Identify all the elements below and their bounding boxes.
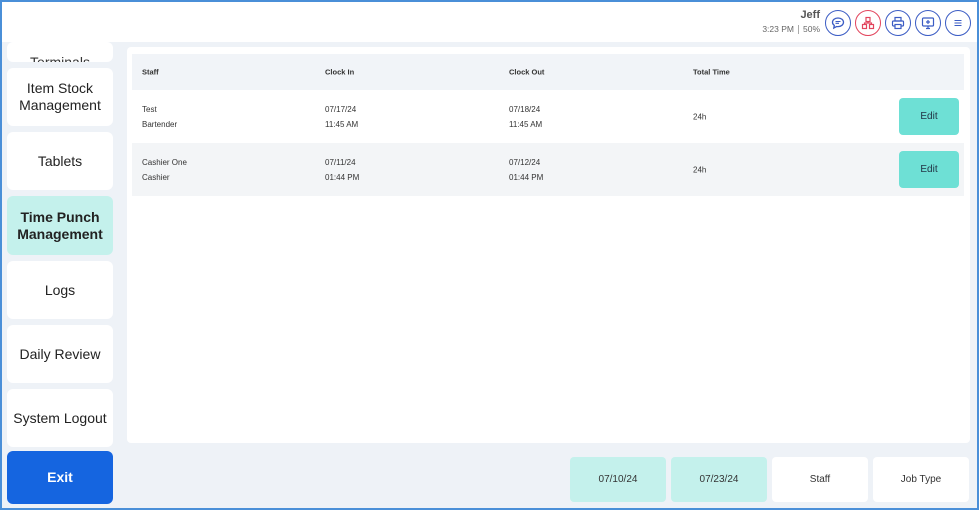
sidebar-item-label: Daily Review: [19, 345, 101, 362]
edit-button[interactable]: Edit: [899, 151, 959, 188]
clock-in-time: 11:45 AM: [325, 119, 359, 129]
sidebar-item-daily-review[interactable]: Daily Review: [7, 325, 113, 383]
top-bar: Jeff 3:23 PM 50%: [2, 2, 977, 42]
sidebar-item-logs[interactable]: Logs: [7, 261, 113, 319]
start-date-filter[interactable]: 07/10/24: [570, 457, 666, 502]
sidebar-item-label: Item Stock Management: [19, 80, 101, 113]
sidebar-item-terminals[interactable]: Terminals: [7, 42, 113, 62]
printer-icon: [891, 16, 905, 30]
clock-in-time: 01:44 PM: [325, 172, 360, 182]
end-date-filter[interactable]: 07/23/24: [671, 457, 767, 502]
total-time: 24h: [693, 165, 707, 174]
sidebar-item-label: Logs: [44, 281, 76, 298]
clock-out-time: 01:44 PM: [509, 172, 544, 182]
time-punch-table: Staff Clock In Clock Out Total Time Test…: [127, 47, 970, 443]
chat-icon: [831, 17, 845, 30]
staff-role: Cashier: [142, 172, 170, 182]
battery: 50%: [802, 24, 820, 34]
staff-name: Cashier One: [142, 157, 187, 167]
printer-button[interactable]: [885, 10, 911, 36]
sidebar-item-system-logout[interactable]: System Logout: [7, 389, 113, 447]
clock: 3:23 PM: [762, 24, 794, 34]
sidebar-item-time-punch[interactable]: Time Punch Management: [7, 196, 113, 255]
network-icon: [861, 16, 875, 30]
job-type-filter[interactable]: Job Type: [873, 457, 969, 502]
column-clock-in: Clock In: [325, 67, 355, 77]
menu-icon: [954, 19, 962, 27]
edit-button[interactable]: Edit: [899, 98, 959, 135]
monitor-icon: [921, 17, 935, 30]
column-clock-out: Clock Out: [509, 67, 545, 77]
staff-filter[interactable]: Staff: [772, 457, 868, 502]
total-time: 24h: [693, 112, 707, 121]
user-name: Jeff: [800, 9, 820, 21]
column-staff: Staff: [142, 67, 159, 77]
sidebar-item-label: System Logout: [13, 409, 107, 426]
sidebar-item-label: Tablets: [37, 152, 83, 169]
monitor-button[interactable]: [915, 10, 941, 36]
user-info: Jeff 3:23 PM 50%: [762, 9, 820, 35]
exit-label: Exit: [47, 469, 73, 485]
clock-out-date: 07/12/24: [509, 157, 541, 167]
menu-button[interactable]: [945, 10, 971, 36]
sidebar-item-item-stock[interactable]: Item Stock Management: [7, 68, 113, 126]
clock-in-date: 07/17/24: [325, 104, 357, 114]
staff-name: Test: [142, 104, 157, 114]
clock-out-date: 07/18/24: [509, 104, 541, 114]
column-total-time: Total Time: [693, 67, 730, 77]
chat-button[interactable]: [825, 10, 851, 36]
sidebar-item-tablets[interactable]: Tablets: [7, 132, 113, 190]
table-row: Test Bartender 07/17/24 11:45 AM 07/18/24 1…: [132, 90, 964, 143]
sidebar-item-label: Time Punch Management: [17, 208, 103, 242]
sidebar-item-label: Terminals: [30, 54, 90, 62]
clock-in-date: 07/11/24: [325, 157, 356, 167]
exit-button[interactable]: Exit: [7, 451, 113, 504]
table-row: Cashier One Cashier 07/11/24 01:44 PM 07/1…: [132, 143, 964, 196]
staff-role: Bartender: [142, 119, 178, 129]
table-header: Staff Clock In Clock Out Total Time: [132, 54, 964, 90]
network-button[interactable]: [855, 10, 881, 36]
clock-out-time: 11:45 AM: [509, 119, 543, 129]
